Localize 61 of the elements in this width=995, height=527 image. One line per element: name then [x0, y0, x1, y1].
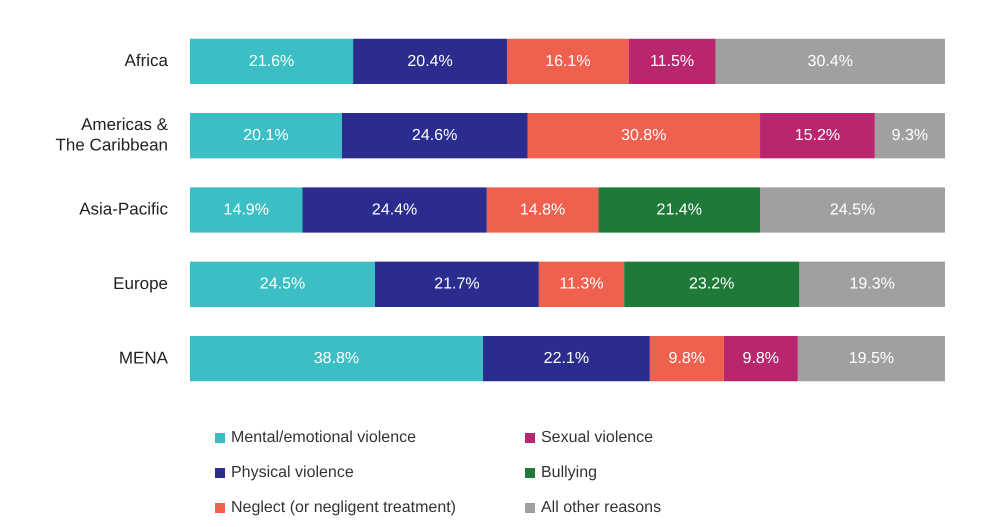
data-label: 9.8% — [668, 350, 706, 368]
data-label: 24.6% — [412, 127, 458, 144]
bar — [724, 336, 798, 382]
bar — [650, 336, 724, 382]
data-label: 22.1% — [544, 350, 590, 368]
data-label: 16.1% — [545, 52, 591, 70]
legend-label: Neglect (or negligent treatment) — [231, 498, 456, 516]
bar — [190, 113, 342, 158]
data-label: 23.2% — [689, 276, 734, 293]
bar — [190, 187, 302, 233]
bar — [507, 38, 629, 84]
bar — [538, 262, 624, 307]
data-label: 11.5% — [650, 52, 694, 70]
data-label: 15.2% — [794, 127, 840, 144]
data-label: 19.3% — [849, 276, 895, 293]
data-label: 20.1% — [243, 127, 289, 144]
bar — [527, 113, 760, 158]
data-label: 21.7% — [434, 276, 480, 293]
bar — [374, 262, 539, 307]
legend-label: All other reasons — [541, 498, 662, 516]
bar — [760, 187, 945, 233]
bar — [760, 113, 875, 158]
data-label: 30.4% — [808, 52, 853, 70]
bar — [715, 38, 945, 84]
bar — [353, 38, 508, 84]
legend-label: Physical violence — [231, 464, 354, 482]
data-label: 24.4% — [372, 201, 418, 218]
y-tick-label: Asia-Pacific — [79, 200, 168, 219]
y-tick-label: Europe — [113, 274, 168, 294]
y-tick-label: MENA — [118, 348, 169, 368]
data-label: 21.6% — [248, 52, 294, 70]
bar — [799, 262, 945, 307]
bar — [628, 38, 716, 84]
data-label: 21.4% — [656, 201, 702, 218]
bar — [482, 336, 650, 382]
data-label: 11.3% — [559, 276, 604, 293]
data-label: 14.9% — [224, 201, 269, 218]
data-label: 24.5% — [830, 201, 876, 218]
data-label: 9.8% — [742, 350, 780, 368]
data-label: 20.4% — [407, 52, 453, 70]
bar — [190, 38, 354, 84]
legend-label: Bullying — [541, 464, 598, 482]
data-label: 24.5% — [260, 276, 306, 293]
y-tick-label: Africa — [124, 51, 169, 70]
bar — [342, 113, 528, 158]
bar — [190, 262, 375, 307]
data-label: 38.8% — [314, 350, 360, 368]
bar — [486, 187, 598, 233]
bar — [624, 262, 800, 307]
bar — [874, 113, 945, 158]
data-label: 9.3% — [892, 127, 928, 144]
bar — [798, 336, 945, 382]
legend-label: Sexual violence — [541, 428, 654, 446]
data-label: 14.8% — [520, 201, 566, 218]
data-label: 30.8% — [621, 127, 666, 144]
legend-label: Mental/emotional violence — [231, 428, 416, 446]
bar — [302, 187, 487, 233]
bar — [190, 336, 483, 382]
y-tick-label: Americas & The Caribbean — [56, 115, 169, 155]
data-label: 19.5% — [848, 350, 894, 368]
bar — [598, 187, 760, 233]
